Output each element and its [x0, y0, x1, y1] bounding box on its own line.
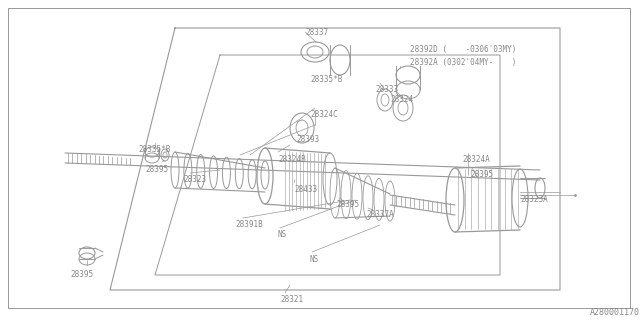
- Text: 28333: 28333: [375, 85, 398, 94]
- Text: 28324C: 28324C: [310, 110, 338, 119]
- Text: 28391B: 28391B: [235, 220, 263, 229]
- Text: 28335*B: 28335*B: [310, 75, 342, 84]
- Text: 28323: 28323: [183, 175, 206, 184]
- Text: 28395: 28395: [70, 270, 93, 279]
- Text: 28324B: 28324B: [278, 155, 306, 164]
- Text: 28323A: 28323A: [520, 195, 548, 204]
- Text: 28395: 28395: [336, 200, 359, 209]
- Text: 28395: 28395: [470, 170, 493, 179]
- Text: 28393: 28393: [296, 135, 319, 144]
- Text: 28337: 28337: [305, 28, 328, 37]
- Text: 28324A: 28324A: [462, 155, 490, 164]
- Text: 28392A (0302'04MY-    ): 28392A (0302'04MY- ): [410, 58, 516, 67]
- Text: 28321: 28321: [280, 295, 303, 304]
- Text: 28324: 28324: [390, 95, 413, 104]
- Text: 28433: 28433: [294, 185, 317, 194]
- Text: 28335*B: 28335*B: [138, 145, 170, 154]
- Text: NS: NS: [310, 255, 319, 264]
- Text: 28395: 28395: [145, 165, 168, 174]
- Text: 28392D (    -0306'03MY): 28392D ( -0306'03MY): [410, 45, 516, 54]
- Text: 28337A: 28337A: [366, 210, 394, 219]
- Text: NS: NS: [278, 230, 287, 239]
- Text: A280001170: A280001170: [590, 308, 640, 317]
